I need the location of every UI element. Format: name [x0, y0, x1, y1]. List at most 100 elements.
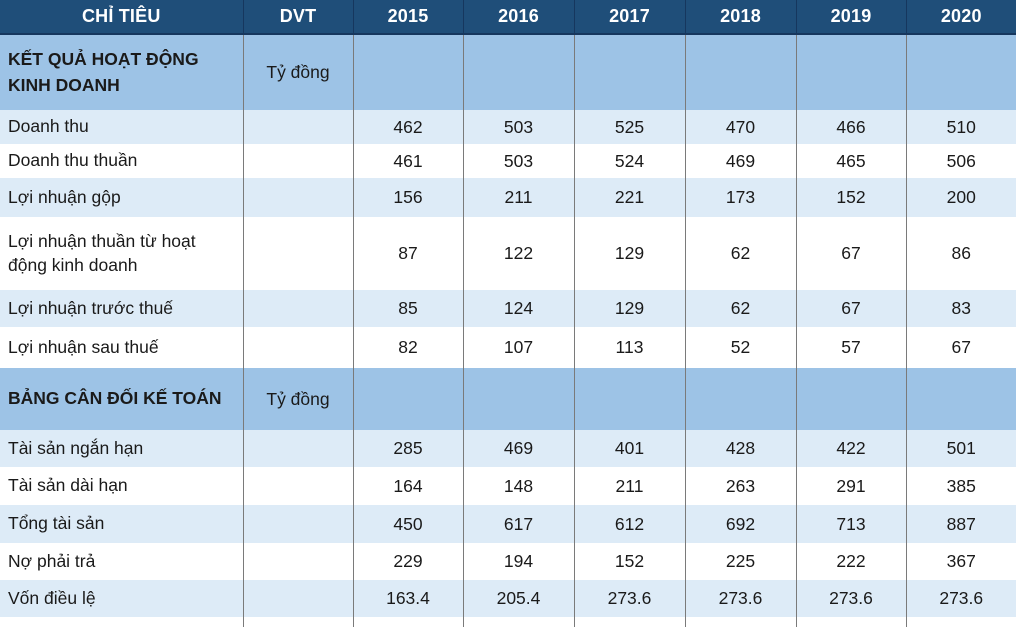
table-row-von-dieu-le: Vốn điều lệ 163.4 205.4 273.6 273.6 273.… — [0, 580, 1016, 617]
cell-value: 87 — [353, 217, 464, 290]
column-header-dvt: DVT — [243, 0, 354, 35]
cell-value: 617 — [463, 505, 575, 543]
row-label: Vốn điều lệ — [0, 580, 244, 617]
cell-value: 367 — [906, 543, 1016, 580]
cell-value: 525 — [574, 110, 686, 144]
cell-value: 229 — [353, 543, 464, 580]
row-label: Tổng tài sản — [0, 505, 244, 543]
cell-value: 291 — [796, 467, 907, 505]
cell-value: 222 — [796, 543, 907, 580]
cell-value: 211 — [574, 467, 686, 505]
section-title: BẢNG CÂN ĐỐI KẾ TOÁN — [0, 368, 244, 430]
table-row-loi-nhuan-gop: Lợi nhuận gộp 156 211 221 173 152 200 — [0, 178, 1016, 217]
cell-value: 164 — [353, 467, 464, 505]
row-label: Lợi nhuận trước thuế — [0, 290, 244, 327]
cell-value: 83 — [906, 290, 1016, 327]
cell-value: 273.6 — [574, 580, 686, 617]
section-unit: Tỷ đồng — [243, 368, 354, 430]
cell-value: 524 — [574, 144, 686, 178]
cell-value: 107 — [463, 327, 575, 368]
cell-value: 506 — [906, 144, 1016, 178]
row-label: Lợi nhuận sau thuế — [0, 327, 244, 368]
cell-value: 273.6 — [685, 580, 797, 617]
cell-value: 57 — [796, 327, 907, 368]
cell-value: 273.6 — [906, 580, 1016, 617]
cell-value: 692 — [685, 505, 797, 543]
cell-value: 501 — [906, 430, 1016, 467]
row-label: Doanh thu thuần — [0, 144, 244, 178]
table-row-doanh-thu: Doanh thu 462 503 525 470 466 510 — [0, 110, 1016, 144]
cell-value: 503 — [463, 144, 575, 178]
cell-value: 194 — [463, 543, 575, 580]
cell-value: 273.6 — [796, 580, 907, 617]
table-row-loi-nhuan-thuan: Lợi nhuận thuần từ hoạt động kinh doanh … — [0, 217, 1016, 290]
cell-value: 156 — [353, 178, 464, 217]
cell-value: 67 — [796, 217, 907, 290]
cell-value: 401 — [574, 430, 686, 467]
cell-value: 450 — [353, 505, 464, 543]
cell-value: 113 — [574, 327, 686, 368]
cell-value: 122 — [463, 217, 575, 290]
section-unit: Tỷ đồng — [243, 34, 354, 110]
column-header-2015: 2015 — [353, 0, 464, 35]
cell-value: 152 — [796, 178, 907, 217]
cell-value: 612 — [574, 505, 686, 543]
cell-value: 422 — [796, 430, 907, 467]
row-label: Lợi nhuận thuần từ hoạt động kinh doanh — [0, 217, 244, 290]
section-row-bang-can-doi-ke-toan: BẢNG CÂN ĐỐI KẾ TOÁN Tỷ đồng — [0, 368, 1016, 430]
section-title: KẾT QUẢ HOẠT ĐỘNG KINH DOANH — [0, 34, 244, 110]
row-label: Tài sản dài hạn — [0, 467, 244, 505]
cell-value: 466 — [796, 110, 907, 144]
cell-value: 887 — [906, 505, 1016, 543]
cell-value: 163.4 — [353, 580, 464, 617]
cell-value: 225 — [685, 543, 797, 580]
column-header-2018: 2018 — [685, 0, 797, 35]
cell-value: 461 — [353, 144, 464, 178]
section-row-ket-qua-hoat-dong-kinh-doanh: KẾT QUẢ HOẠT ĐỘNG KINH DOANH Tỷ đồng — [0, 34, 1016, 110]
cell-value: 469 — [463, 430, 575, 467]
column-header-2020: 2020 — [906, 0, 1016, 35]
cell-value: 465 — [796, 144, 907, 178]
table-row-no-phai-tra: Nợ phải trả 229 194 152 225 222 367 — [0, 543, 1016, 580]
cell-value: 503 — [463, 110, 575, 144]
cell-value: 62 — [685, 290, 797, 327]
cell-value: 470 — [685, 110, 797, 144]
cell-value: 129 — [574, 217, 686, 290]
row-label: Lợi nhuận gộp — [0, 178, 244, 217]
cell-value: 200 — [906, 178, 1016, 217]
cell-value: 52 — [685, 327, 797, 368]
header-row: CHỈ TIÊU DVT 2015 2016 2017 2018 2019 20… — [0, 0, 1016, 35]
cell-value: 86 — [906, 217, 1016, 290]
cell-value: 713 — [796, 505, 907, 543]
table-row-tai-san-ngan-han: Tài sản ngắn hạn 285 469 401 428 422 501 — [0, 430, 1016, 467]
cell-value: 510 — [906, 110, 1016, 144]
cell-value: 148 — [463, 467, 575, 505]
table-row-loi-nhuan-sau-thue: Lợi nhuận sau thuế 82 107 113 52 57 67 — [0, 327, 1016, 368]
cell-value: 124 — [463, 290, 575, 327]
table-row-loi-nhuan-truoc-thue: Lợi nhuận trước thuế 85 124 129 62 67 83 — [0, 290, 1016, 327]
table-row-cutoff — [0, 617, 1016, 627]
cell-value: 67 — [796, 290, 907, 327]
cell-value: 221 — [574, 178, 686, 217]
cell-value: 205.4 — [463, 580, 575, 617]
cell-value: 173 — [685, 178, 797, 217]
cell-value: 82 — [353, 327, 464, 368]
cell-value: 285 — [353, 430, 464, 467]
table-row-tai-san-dai-han: Tài sản dài hạn 164 148 211 263 291 385 — [0, 467, 1016, 505]
cell-value: 67 — [906, 327, 1016, 368]
row-label: Doanh thu — [0, 110, 244, 144]
cell-value: 385 — [906, 467, 1016, 505]
cell-value: 211 — [463, 178, 575, 217]
table-row-tong-tai-san: Tổng tài sản 450 617 612 692 713 887 — [0, 505, 1016, 543]
column-header-2017: 2017 — [574, 0, 686, 35]
row-label: Nợ phải trả — [0, 543, 244, 580]
cell-value: 428 — [685, 430, 797, 467]
cell-value: 462 — [353, 110, 464, 144]
cell-value: 129 — [574, 290, 686, 327]
column-header-2019: 2019 — [796, 0, 907, 35]
column-header-2016: 2016 — [463, 0, 575, 35]
cell-value: 85 — [353, 290, 464, 327]
table-row-doanh-thu-thuan: Doanh thu thuần 461 503 524 469 465 506 — [0, 144, 1016, 178]
cell-value: 263 — [685, 467, 797, 505]
